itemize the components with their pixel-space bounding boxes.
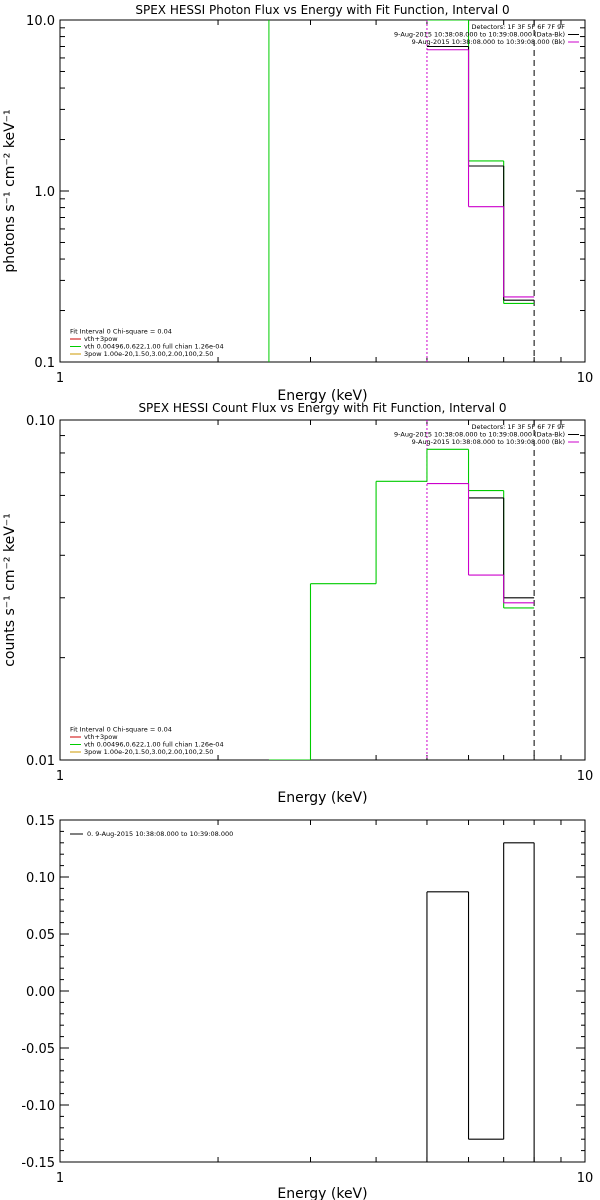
chart-panel-2: 1 10 0.15 0.10 0.05 0.00 -0.05 -0.10 -0.15 Energy…: [21, 814, 593, 1200]
legend-entry: 0. 9-Aug-2015 10:38:08.000 to 10:39:08.0…: [87, 830, 233, 838]
legend-entry: vth+3pow: [84, 335, 118, 343]
x-tick-label: 1: [56, 371, 64, 386]
y-tick-label: 0.1: [34, 356, 55, 371]
series-0: [426, 20, 535, 304]
series-1: [468, 497, 535, 599]
legend-entry: 3pow 1.00e-20,1.50,3.00,2.00,100,2.50: [84, 350, 213, 358]
legend-entry: vth 0.00496,0.622,1.00 full chian 1.26e-…: [84, 343, 224, 351]
plot-frame: [59, 19, 586, 363]
chart-title: SPEX HESSI Count Flux vs Energy with Fit…: [138, 401, 506, 415]
x-axis-label: Energy (keV): [277, 388, 367, 404]
legend-entry: vth+3pow: [84, 733, 118, 741]
y-tick-label: 0.10: [26, 871, 55, 886]
y-tick-label: -0.05: [21, 1042, 55, 1057]
y-tick-label: 1.0: [34, 185, 55, 200]
y-tick-label: 10.0: [26, 14, 55, 29]
y-tick-label: 0.01: [26, 754, 55, 769]
x-tick-label: 10: [577, 769, 594, 784]
plot-area: [268, 420, 535, 760]
plot-area: [268, 20, 535, 362]
plot-frame: [59, 819, 586, 1163]
x-tick-label: 10: [577, 371, 594, 386]
legend-entry: Fit Interval 0 Chi-square = 0.04: [70, 328, 172, 336]
chart-panel-0: SPEX HESSI Photon Flux vs Energy with Fi…: [2, 3, 593, 404]
y-axis-label: counts s⁻¹ cm⁻² keV⁻¹: [2, 513, 18, 667]
series-1: [426, 45, 535, 301]
legend-entry: vth 0.00496,0.622,1.00 full chian 1.26e-…: [84, 741, 224, 749]
plot-area: [426, 842, 535, 1162]
y-tick-label: -0.10: [21, 1099, 55, 1114]
series-0: [268, 448, 535, 760]
legend-entry: Detectors: 1F 3F 5F 6F 7F 9F: [471, 423, 565, 431]
legend-entry: 9-Aug-2015 10:38:08.000 to 10:39:08.000 …: [412, 438, 565, 446]
x-tick-label: 1: [56, 1171, 64, 1186]
y-tick-label: 0.10: [26, 414, 55, 429]
plot-frame: [59, 419, 586, 761]
series-2: [426, 49, 535, 298]
legend-entry: 9-Aug-2015 10:38:08.000 to 10:39:08.000 …: [394, 31, 565, 39]
chart-panel-1: SPEX HESSI Count Flux vs Energy with Fit…: [2, 401, 593, 806]
legend-entry: Fit Interval 0 Chi-square = 0.04: [70, 726, 172, 734]
legend-entry: 9-Aug-2015 10:38:08.000 to 10:39:08.000 …: [394, 431, 565, 439]
x-axis-label: Energy (keV): [277, 790, 367, 806]
y-axis-label: photons s⁻¹ cm⁻² keV⁻¹: [2, 109, 18, 272]
y-tick-label: -0.15: [21, 1156, 55, 1171]
y-tick-label: 0.00: [26, 985, 55, 1000]
y-tick-label: 0.15: [26, 814, 55, 829]
legend-entry: Detectors: 1F 3F 5F 6F 7F 9F: [471, 23, 565, 31]
series-2: [426, 483, 535, 604]
x-axis-label: Energy (keV): [277, 1186, 367, 1200]
chart-title: SPEX HESSI Photon Flux vs Energy with Fi…: [135, 3, 509, 17]
y-tick-label: 0.05: [26, 928, 55, 943]
x-tick-label: 10: [577, 1171, 594, 1186]
legend-entry: 9-Aug-2015 10:38:08.000 to 10:39:08.000 …: [412, 38, 565, 46]
legend-entry: 3pow 1.00e-20,1.50,3.00,2.00,100,2.50: [84, 748, 213, 756]
series-0: [426, 842, 535, 1162]
x-tick-label: 1: [56, 769, 64, 784]
